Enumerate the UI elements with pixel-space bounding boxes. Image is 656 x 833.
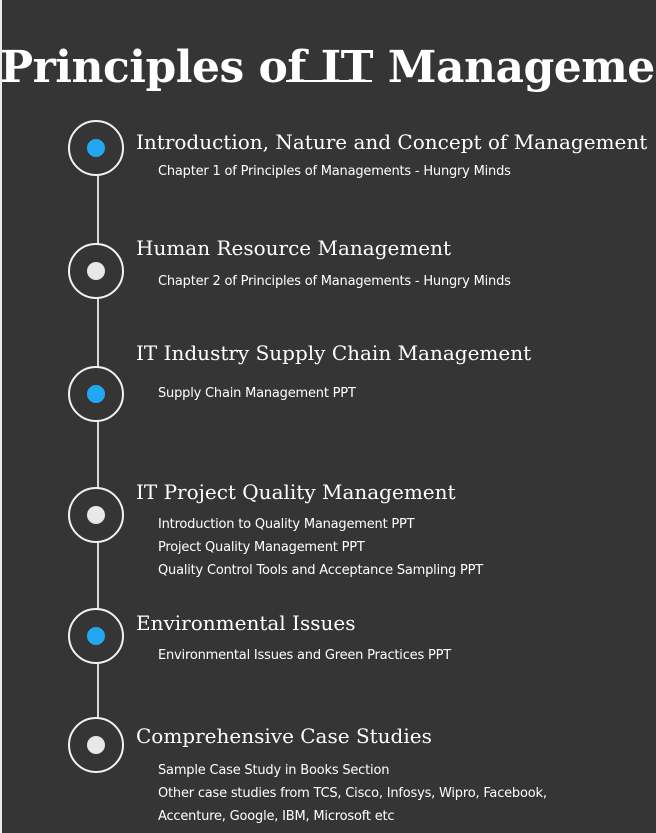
timeline-node-environmental[interactable] — [68, 608, 124, 664]
list-item: Chapter 2 of Principles of Managements -… — [158, 270, 511, 293]
list-item: Chapter 1 of Principles of Managements -… — [158, 160, 511, 183]
section-title-supply-chain: IT Industry Supply Chain Management — [136, 341, 532, 365]
section-links-introduction: Chapter 1 of Principles of Managements -… — [158, 160, 511, 183]
timeline-node-introduction[interactable] — [68, 120, 124, 176]
timeline-node-supply-chain[interactable] — [68, 366, 124, 422]
list-item: Introduction to Quality Management PPT — [158, 513, 483, 536]
link-other-case-studies-continued[interactable]: Accenture, Google, IBM, Microsoft etc — [158, 809, 395, 824]
link-supply-chain-ppt[interactable]: Supply Chain Management PPT — [158, 386, 356, 401]
section-title-introduction: Introduction, Nature and Concept of Mana… — [136, 130, 648, 154]
timeline-dot-icon — [87, 262, 105, 280]
list-item: Other case studies from TCS, Cisco, Info… — [158, 782, 547, 805]
left-edge-divider — [0, 0, 2, 833]
list-item: Quality Control Tools and Acceptance Sam… — [158, 559, 483, 582]
timeline-dot-icon — [87, 627, 105, 645]
timeline-node-human-resource[interactable] — [68, 243, 124, 299]
section-links-human-resource: Chapter 2 of Principles of Managements -… — [158, 270, 511, 293]
timeline-node-case-studies[interactable] — [68, 717, 124, 773]
section-title-human-resource: Human Resource Management — [136, 236, 452, 260]
link-chapter-1[interactable]: Chapter 1 of Principles of Managements -… — [158, 164, 511, 179]
list-item: Sample Case Study in Books Section — [158, 759, 547, 782]
link-sample-case-study[interactable]: Sample Case Study in Books Section — [158, 763, 390, 778]
timeline-line — [97, 148, 99, 744]
section-links-case-studies: Sample Case Study in Books Section Other… — [158, 759, 547, 828]
section-links-supply-chain: Supply Chain Management PPT — [158, 382, 356, 405]
list-item: Project Quality Management PPT — [158, 536, 483, 559]
page-title: Principles of IT Management — [0, 42, 656, 94]
section-title-quality: IT Project Quality Management — [136, 480, 456, 504]
timeline-dot-icon — [87, 736, 105, 754]
link-chapter-2[interactable]: Chapter 2 of Principles of Managements -… — [158, 274, 511, 289]
link-intro-quality-ppt[interactable]: Introduction to Quality Management PPT — [158, 517, 415, 532]
link-other-case-studies[interactable]: Other case studies from TCS, Cisco, Info… — [158, 786, 547, 801]
section-links-quality: Introduction to Quality Management PPT P… — [158, 513, 483, 582]
list-item: Environmental Issues and Green Practices… — [158, 644, 451, 667]
timeline-dot-icon — [87, 385, 105, 403]
title-underline — [286, 80, 372, 82]
link-project-quality-ppt[interactable]: Project Quality Management PPT — [158, 540, 365, 555]
list-item: Supply Chain Management PPT — [158, 382, 356, 405]
timeline-dot-icon — [87, 506, 105, 524]
section-links-environmental: Environmental Issues and Green Practices… — [158, 644, 451, 667]
section-title-case-studies: Comprehensive Case Studies — [136, 724, 432, 748]
section-title-environmental: Environmental Issues — [136, 611, 356, 635]
timeline-node-quality[interactable] — [68, 487, 124, 543]
link-environmental-ppt[interactable]: Environmental Issues and Green Practices… — [158, 648, 451, 663]
link-quality-control-ppt[interactable]: Quality Control Tools and Acceptance Sam… — [158, 563, 484, 578]
list-item: Accenture, Google, IBM, Microsoft etc — [158, 805, 547, 828]
timeline-dot-icon — [87, 139, 105, 157]
